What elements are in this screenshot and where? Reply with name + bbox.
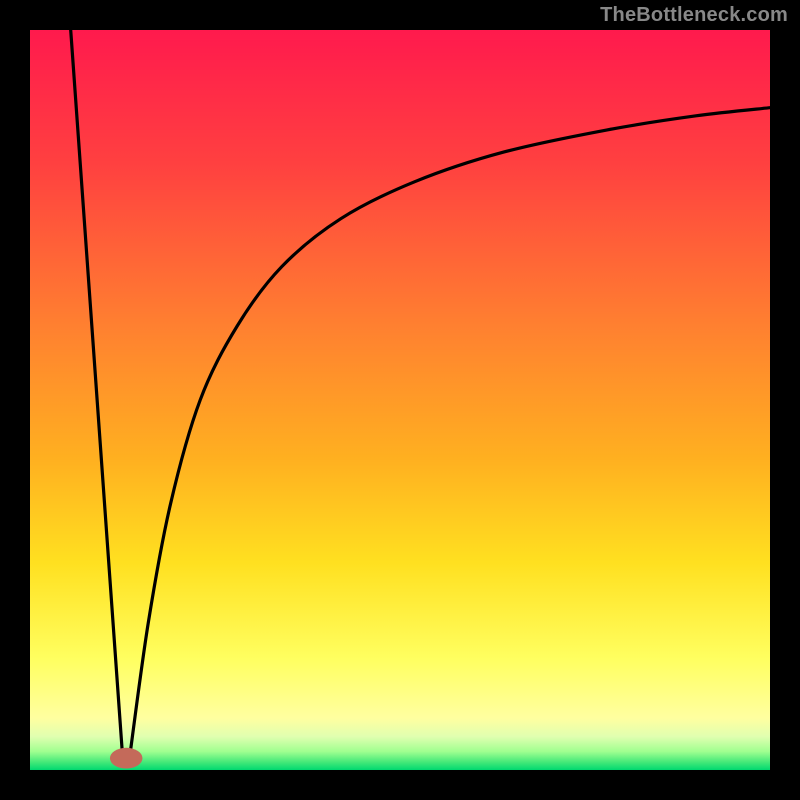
plot-svg: [30, 30, 770, 770]
plot-area: [30, 30, 770, 770]
chart-container: TheBottleneck.com: [0, 0, 800, 800]
dip-marker: [110, 748, 143, 769]
watermark-text: TheBottleneck.com: [600, 4, 788, 27]
gradient-background: [30, 30, 770, 770]
